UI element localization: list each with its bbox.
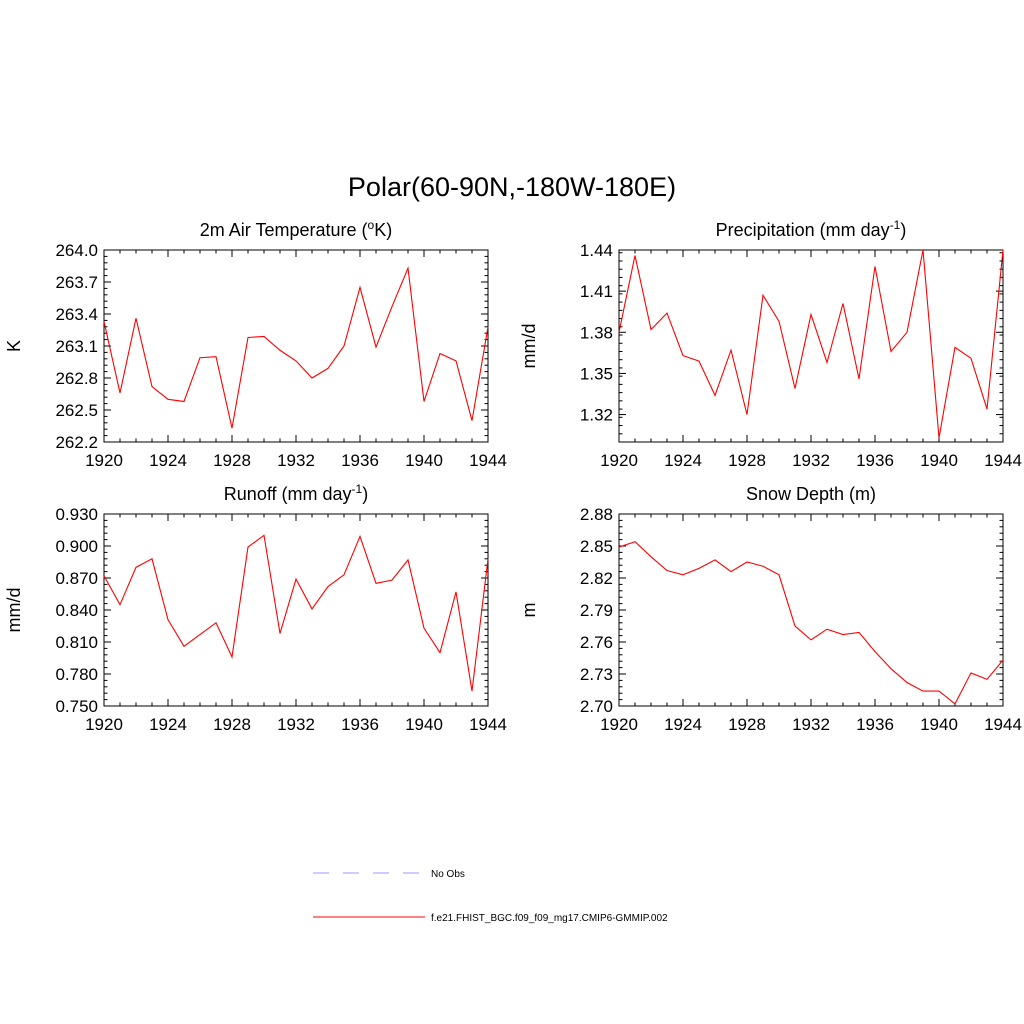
x-tick-label: 1936	[856, 451, 894, 470]
legend-label-no-obs: No Obs	[431, 869, 465, 880]
x-tick-label: 1928	[213, 715, 251, 734]
y-tick-label: 1.32	[580, 406, 613, 425]
y-tick-label: 0.750	[55, 697, 98, 716]
x-tick-label: 1924	[149, 715, 187, 734]
x-tick-label: 1940	[920, 451, 958, 470]
y-tick-label: 2.76	[580, 633, 613, 652]
legend-label-model: f.e21.FHIST_BGC.f09_f09_mg17.CMIP6-GMMIP…	[431, 913, 668, 924]
legend: No Obs f.e21.FHIST_BGC.f09_f09_mg17.CMIP…	[313, 869, 668, 924]
plot-frame	[618, 513, 1004, 707]
x-tick-label: 1944	[984, 451, 1022, 470]
y-tick-label: 0.810	[55, 633, 98, 652]
x-tick-label: 1936	[856, 715, 894, 734]
y-tick-label: 1.41	[580, 282, 613, 301]
y-axis-label: K	[4, 340, 24, 352]
y-tick-label: 2.73	[580, 665, 613, 684]
y-tick-label: 1.44	[580, 241, 613, 260]
series-line	[103, 265, 489, 429]
series-line	[618, 249, 1004, 438]
y-tick-label: 262.2	[55, 433, 98, 452]
y-tick-label: 2.70	[580, 697, 613, 716]
y-tick-label: 263.4	[55, 305, 98, 324]
x-tick-label: 1944	[469, 451, 507, 470]
y-tick-label: 262.5	[55, 401, 98, 420]
y-tick-label: 262.8	[55, 369, 98, 388]
x-tick-label: 1944	[984, 715, 1022, 734]
x-tick-label: 1940	[405, 451, 443, 470]
panel-title: Snow Depth (m)	[746, 484, 876, 504]
y-axis-label: mm/d	[519, 324, 539, 369]
x-tick-label: 1936	[341, 715, 379, 734]
x-tick-label: 1924	[664, 715, 702, 734]
x-tick-label: 1940	[920, 715, 958, 734]
y-tick-label: 2.88	[580, 505, 613, 524]
panel-title: Precipitation (mm day-1)	[716, 218, 907, 240]
y-axis-label: m	[519, 603, 539, 618]
x-tick-label: 1944	[469, 715, 507, 734]
x-tick-label: 1932	[277, 451, 315, 470]
y-tick-label: 263.1	[55, 337, 98, 356]
y-tick-label: 2.85	[580, 537, 613, 556]
y-tick-label: 0.930	[55, 505, 98, 524]
panel-2: Precipitation (mm day-1) mm/d 1920 1924 1928…	[519, 218, 1022, 470]
x-tick-label: 1928	[728, 715, 766, 734]
y-tick-label: 2.82	[580, 569, 613, 588]
series-line	[103, 534, 489, 692]
panel-1: 2m Air Temperature (oK) K 1920 1924 1928 1932…	[4, 218, 507, 470]
y-tick-label: 0.870	[55, 569, 98, 588]
series-line	[618, 541, 1004, 705]
x-tick-label: 1920	[85, 451, 123, 470]
panel-title: Runoff (mm day-1)	[224, 482, 368, 504]
y-tick-label: 263.7	[55, 273, 98, 292]
panel-4: Snow Depth (m) m 1920 1924 1928 1932 1936 1940 1…	[519, 484, 1022, 734]
plot-frame	[103, 513, 489, 707]
x-tick-label: 1924	[149, 451, 187, 470]
x-tick-label: 1920	[600, 451, 638, 470]
x-tick-label: 1928	[213, 451, 251, 470]
plot-frame	[618, 249, 1004, 443]
y-tick-label: 0.900	[55, 537, 98, 556]
y-tick-label: 1.35	[580, 364, 613, 383]
y-tick-label: 264.0	[55, 241, 98, 260]
panel-title: 2m Air Temperature (oK)	[200, 218, 392, 240]
x-tick-label: 1928	[728, 451, 766, 470]
main-title: Polar(60-90N,-180W-180E)	[348, 172, 676, 202]
y-tick-label: 2.79	[580, 601, 613, 620]
x-tick-label: 1924	[664, 451, 702, 470]
x-tick-label: 1932	[792, 451, 830, 470]
panel-3: Runoff (mm day-1) mm/d 1920 1924 1928 1932 193…	[4, 482, 507, 734]
x-tick-label: 1920	[85, 715, 123, 734]
x-tick-label: 1936	[341, 451, 379, 470]
y-tick-label: 0.780	[55, 665, 98, 684]
plot-frame	[103, 249, 489, 443]
x-tick-label: 1940	[405, 715, 443, 734]
y-tick-label: 1.38	[580, 323, 613, 342]
panels: 2m Air Temperature (oK) K 1920 1924 1928 1932…	[4, 218, 1022, 734]
y-axis-label: mm/d	[4, 588, 24, 633]
x-tick-label: 1932	[792, 715, 830, 734]
x-tick-label: 1920	[600, 715, 638, 734]
y-tick-label: 0.840	[55, 601, 98, 620]
x-tick-label: 1932	[277, 715, 315, 734]
